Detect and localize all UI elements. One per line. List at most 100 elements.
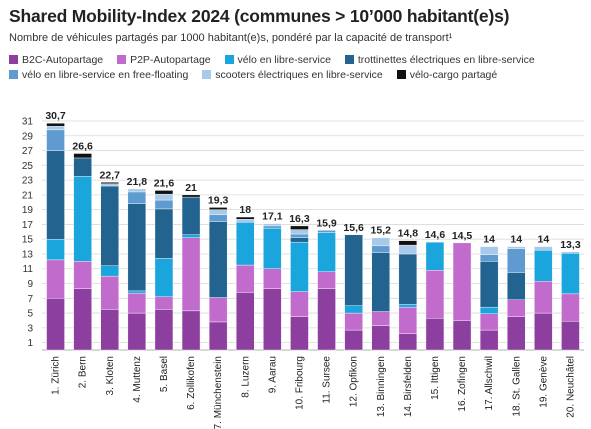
total-data-label: 14 [483, 234, 495, 246]
bar-segment [73, 176, 92, 262]
legend-swatch [396, 70, 406, 79]
bar-segment [290, 229, 309, 235]
bar-segment [154, 199, 174, 210]
bar-segment [100, 265, 119, 277]
bar-segment [73, 288, 92, 351]
total-data-label: 16,3 [289, 213, 310, 225]
total-data-label: 18 [239, 204, 251, 216]
bar-segment [100, 309, 119, 351]
bar-segment [534, 281, 553, 314]
bar-segment [398, 304, 418, 308]
bar-segment [317, 271, 336, 289]
x-tick-label: 3. Kloten [105, 356, 116, 395]
x-tick-label: 14. Birsfelden [403, 356, 414, 417]
y-tick-label: 9 [27, 279, 33, 290]
legend-item-p2p: P2P-Autopartage [117, 53, 211, 68]
bar-segment [344, 312, 363, 331]
y-tick-label: 17 [22, 220, 34, 231]
bar-segment [507, 246, 526, 249]
bar-segment [100, 183, 119, 187]
bar-segment [208, 221, 228, 298]
x-tick-label: 1. Zürich [51, 356, 62, 395]
bar-segment [479, 246, 499, 255]
bar-segment [561, 253, 580, 295]
bar-segment [263, 223, 282, 227]
y-tick-label: 7 [27, 294, 33, 305]
x-tick-label: 15. Ittigen [430, 356, 441, 400]
bar-segment [73, 157, 92, 177]
bar-segment [154, 296, 174, 310]
bar-segment [344, 234, 363, 306]
total-data-label: 19,3 [208, 194, 229, 206]
x-tick-label: 8. Luzern [240, 356, 251, 398]
chart-subtitle: Nombre de véhicules partagés par 1000 ha… [9, 32, 453, 44]
bar-segment [317, 288, 336, 351]
legend-swatch [117, 55, 127, 64]
bar-segment [290, 225, 309, 230]
x-tick-label: 20. Neuchâtel [565, 356, 576, 418]
bar-segment [452, 320, 472, 351]
x-tick-label: 12. Opfikon [349, 356, 360, 407]
legend-swatch [224, 55, 234, 64]
x-tick-label: 2. Bern [78, 356, 89, 388]
legend: B2C-Autopartage P2P-Autopartage vélo en … [9, 53, 589, 83]
bar-segment [127, 290, 147, 294]
bar-segment [127, 188, 147, 193]
total-data-label: 30,7 [45, 110, 66, 122]
total-data-label: 26,6 [72, 141, 93, 153]
bar-segment [127, 203, 147, 292]
bar-segment [236, 264, 255, 293]
legend-item-emoped: scooters électriques en libre-service [202, 68, 383, 83]
legend-swatch [9, 70, 18, 79]
bar-segment [479, 313, 499, 331]
total-data-label: 14,5 [452, 230, 473, 242]
bar-segment [290, 241, 309, 292]
legend-label: scooters électriques en libre-service [215, 69, 383, 81]
bar-segment [154, 258, 174, 298]
total-data-label: 22,7 [100, 169, 121, 181]
legend-item-b2c: B2C-Autopartage [9, 53, 103, 68]
legend-swatch [344, 55, 354, 64]
total-data-label: 17,1 [262, 211, 283, 223]
bar-segment [181, 237, 201, 312]
total-data-label: 13,3 [560, 239, 581, 251]
bar-segment [263, 268, 282, 289]
bar-segment [452, 242, 472, 321]
bar-segment [425, 318, 445, 351]
total-data-label: 15,6 [343, 222, 364, 234]
chart-title: Shared Mobility-Index 2024 (communes > 1… [9, 6, 510, 26]
bar-segment [154, 309, 174, 351]
bar-segment [561, 251, 580, 254]
y-tick-label: 13 [22, 249, 34, 260]
bar-segment [46, 298, 65, 351]
total-data-label: 15,2 [371, 225, 392, 237]
bar-segment [479, 329, 499, 351]
bar-segment [100, 182, 119, 184]
x-tick-label: 19. Genève [538, 356, 549, 408]
total-data-label: 21,8 [127, 176, 148, 188]
x-tick-label: 16. Zofingen [457, 356, 468, 412]
bar-segment [263, 288, 282, 351]
bar-segment [236, 219, 255, 223]
bar-segment [181, 194, 201, 198]
bar-segment [479, 306, 499, 315]
legend-label: trottinettes électriques en libre-servic… [357, 54, 535, 66]
x-tick-label: 4. Muttenz [132, 356, 143, 403]
y-tick-label: 23 [22, 176, 34, 187]
bar-segment [534, 250, 553, 282]
y-tick-label: 29 [22, 131, 34, 142]
legend-item-cargo-bike: vélo-cargo partagé [396, 68, 498, 83]
bar-segment [181, 196, 201, 235]
bar-segment [100, 275, 119, 310]
bar-segment [507, 299, 526, 317]
bar-segment [561, 293, 580, 322]
total-data-label: 14,8 [398, 228, 419, 240]
bar-segment [73, 261, 92, 289]
bar-segment [127, 292, 147, 314]
bar-segment [425, 241, 445, 271]
legend-label: vélo-cargo partagé [409, 69, 498, 81]
bar-segment [263, 227, 282, 269]
bar-segment [317, 232, 336, 272]
